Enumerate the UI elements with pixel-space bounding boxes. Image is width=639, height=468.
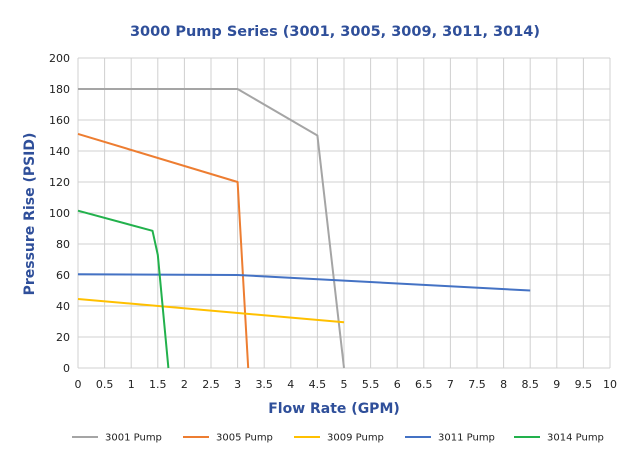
chart-title: 3000 Pump Series (3001, 3005, 3009, 3011… xyxy=(130,24,540,40)
y-tick-label: 180 xyxy=(49,83,70,96)
y-tick-label: 200 xyxy=(49,52,70,65)
y-tick-label: 100 xyxy=(49,207,70,220)
y-tick-label: 140 xyxy=(49,145,70,158)
x-tick-label: 6 xyxy=(394,378,401,391)
x-tick-label: 8 xyxy=(500,378,507,391)
x-axis-title: Flow Rate (GPM) xyxy=(268,401,400,417)
series-line-3005-pump xyxy=(77,132,250,369)
x-tick-label: 3.5 xyxy=(255,378,273,391)
legend-label-3001-pump: 3001 Pump xyxy=(105,433,162,444)
x-tick-label: 5 xyxy=(341,378,348,391)
x-tick-label: 1.5 xyxy=(149,378,167,391)
y-axis-ticks: 0 20 40 60 80 100 120 140 160 180 200 xyxy=(49,52,70,375)
x-tick-label: 1 xyxy=(128,378,135,391)
x-tick-label: 2 xyxy=(181,378,188,391)
series-line-3014-pump xyxy=(77,209,170,369)
x-tick-label: 7 xyxy=(447,378,454,391)
y-tick-label: 40 xyxy=(56,300,70,313)
x-tick-label: 0 xyxy=(75,378,82,391)
grid xyxy=(77,57,611,369)
y-tick-label: 60 xyxy=(56,269,70,282)
legend-label-3009-pump: 3009 Pump xyxy=(327,433,384,444)
x-tick-label: 4 xyxy=(287,378,294,391)
legend-label-3011-pump: 3011 Pump xyxy=(438,433,495,444)
y-tick-label: 80 xyxy=(56,238,70,251)
x-axis-ticks: 0 0.5 1 1.5 2 2.5 3 3.5 4 4.5 5 5.5 6 6.5 7 7.5 8 8.5 9 9.5… xyxy=(75,378,618,391)
x-tick-label: 0.5 xyxy=(96,378,114,391)
x-tick-label: 3 xyxy=(234,378,241,391)
series-line-3011-pump xyxy=(77,273,531,292)
y-axis-title: Pressure Rise (PSID) xyxy=(22,133,38,296)
x-tick-label: 9 xyxy=(553,378,560,391)
x-tick-label: 2.5 xyxy=(202,378,220,391)
legend-label-3005-pump: 3005 Pump xyxy=(216,433,273,444)
series-line-3001-pump xyxy=(78,88,345,369)
x-tick-label: 10 xyxy=(603,378,617,391)
y-tick-label: 120 xyxy=(49,176,70,189)
x-tick-label: 7.5 xyxy=(468,378,486,391)
x-tick-label: 8.5 xyxy=(521,378,539,391)
y-tick-label: 160 xyxy=(49,114,70,127)
y-tick-label: 0 xyxy=(63,362,70,375)
legend-label-3014-pump: 3014 Pump xyxy=(547,433,604,444)
y-tick-label: 20 xyxy=(56,331,70,344)
legend: 3001 Pump 3005 Pump 3009 Pump 3011 Pump 3014… xyxy=(72,433,604,444)
x-tick-label: 5.5 xyxy=(362,378,380,391)
series-line-3009-pump xyxy=(77,298,345,324)
x-tick-label: 9.5 xyxy=(575,378,593,391)
series-lines xyxy=(77,88,531,369)
x-tick-label: 4.5 xyxy=(309,378,327,391)
x-tick-label: 6.5 xyxy=(415,378,433,391)
